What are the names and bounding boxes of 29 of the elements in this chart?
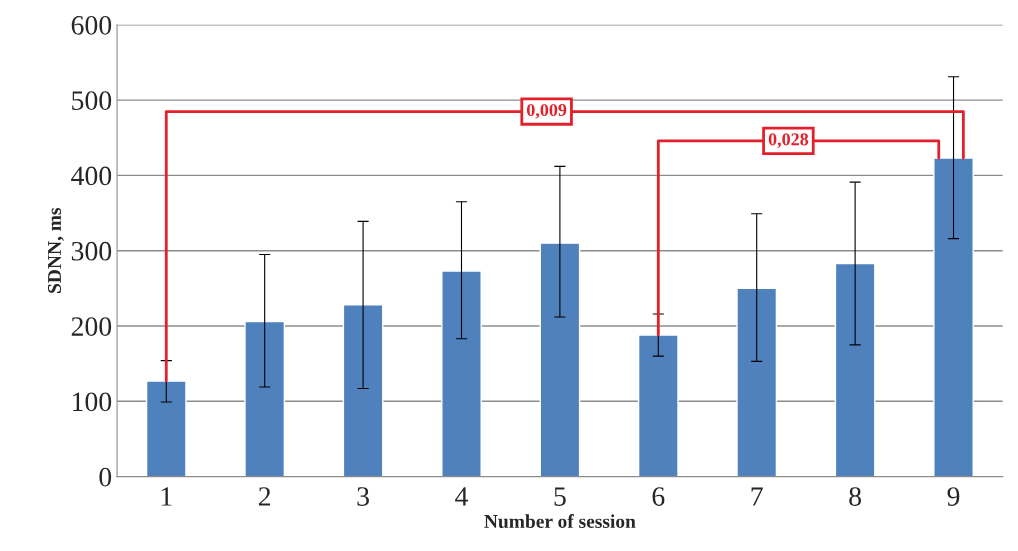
y-tick-label: 600 <box>71 15 112 35</box>
bar <box>342 304 384 477</box>
y-tick-label: 0 <box>99 467 112 487</box>
y-tick-label: 200 <box>71 317 112 336</box>
annotation: 0,009 <box>526 103 567 119</box>
x-tick-label: 4 <box>455 487 468 506</box>
x-tick-label: 7 <box>751 487 763 506</box>
y-tick-label: 400 <box>71 166 112 186</box>
y-tick-label: 100 <box>72 392 112 412</box>
x-axis-title: Number of session <box>484 514 636 529</box>
bar <box>834 262 876 477</box>
x-tick-label: 1 <box>161 487 172 506</box>
bar <box>441 270 482 477</box>
x-tick-label: 8 <box>849 487 862 506</box>
x-tick-label: 6 <box>652 487 665 506</box>
bar <box>933 157 974 477</box>
x-tick-label: 3 <box>357 487 369 506</box>
x-tick-label: 9 <box>947 487 960 506</box>
x-tick-label: 2 <box>258 487 271 506</box>
y-tick-label: 300 <box>71 241 112 261</box>
bar <box>244 320 286 477</box>
x-tick-label: 5 <box>554 487 566 506</box>
annotation: 0,028 <box>768 133 809 149</box>
bar <box>145 380 187 477</box>
y-tick-label: 500 <box>72 91 112 111</box>
bar <box>539 242 581 477</box>
bar <box>736 287 778 477</box>
bar <box>637 334 679 477</box>
y-axis-title: SDNN, ms <box>47 207 64 293</box>
